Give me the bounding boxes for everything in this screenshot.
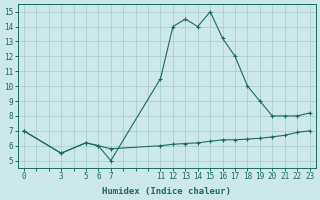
X-axis label: Humidex (Indice chaleur): Humidex (Indice chaleur) bbox=[102, 187, 231, 196]
